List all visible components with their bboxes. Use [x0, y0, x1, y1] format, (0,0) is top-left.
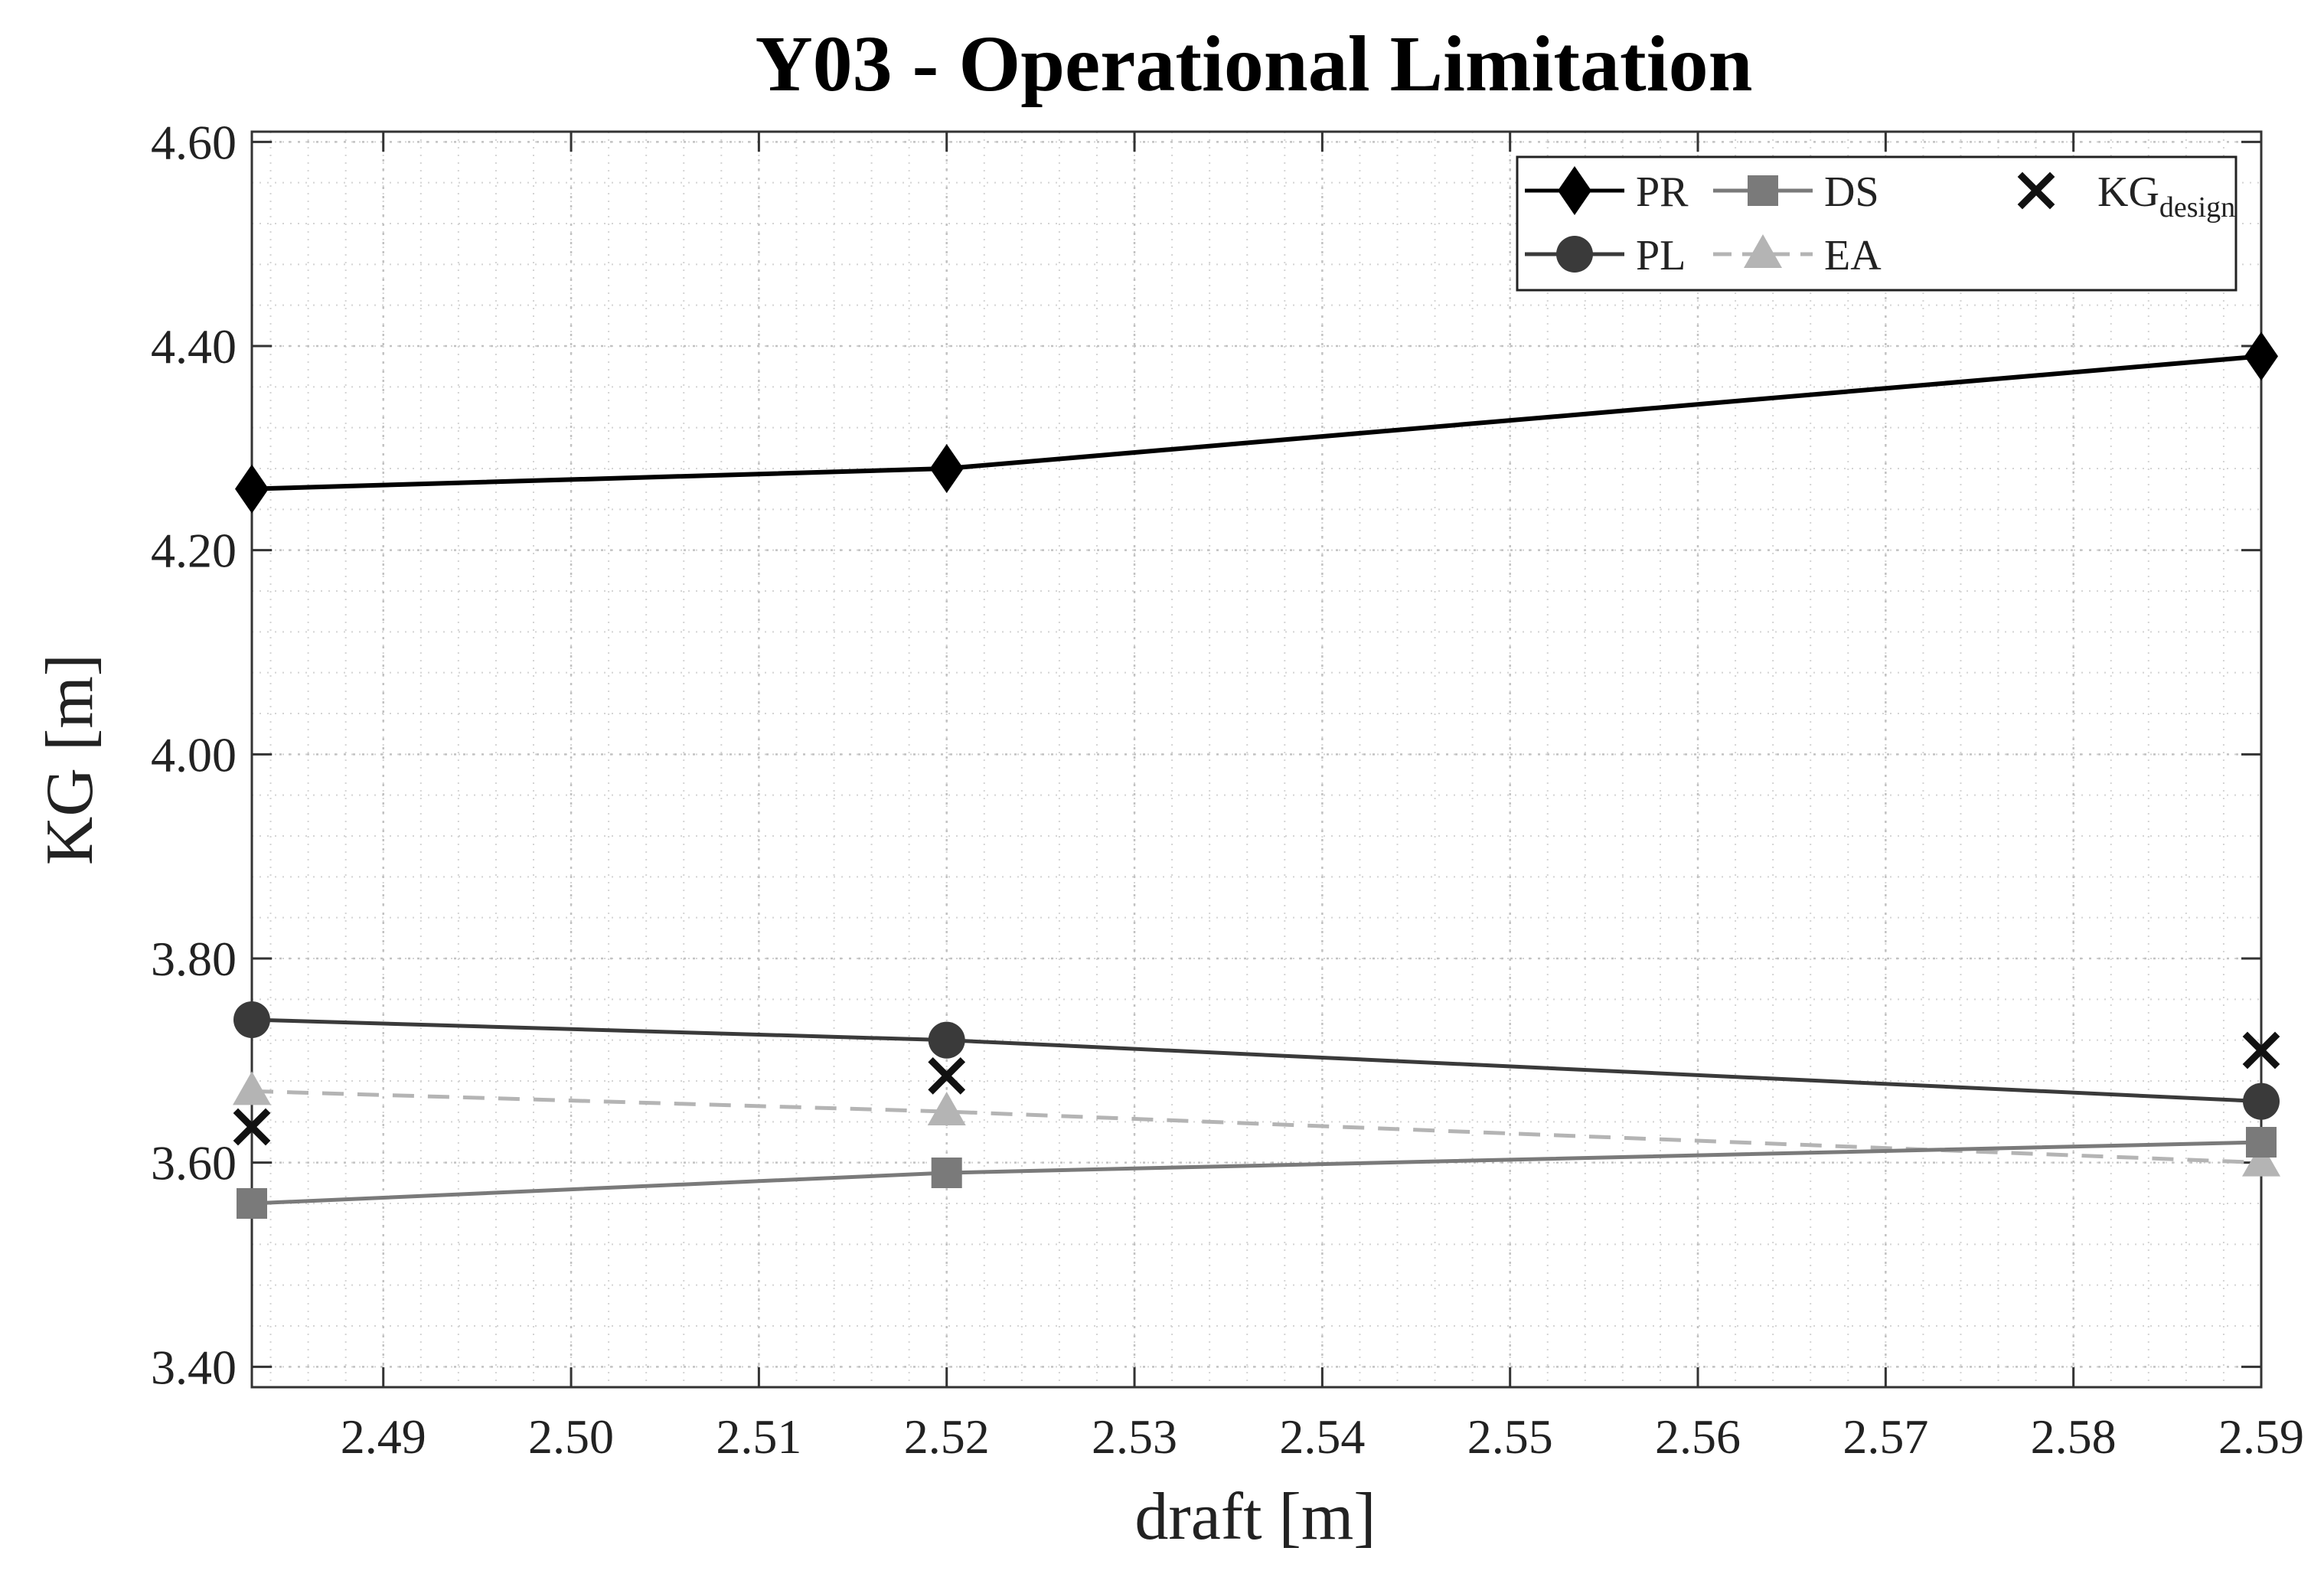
legend-label: EA [1824, 232, 1882, 279]
y-tick-label: 4.40 [151, 319, 237, 374]
legend-label: DS [1824, 168, 1879, 216]
series-layer [233, 331, 2280, 1219]
legend-marker [1558, 166, 1591, 215]
x-axis-ticks: 2.49 2.50 2.51 2.52 2.53 2.54 2.55 2.56 2.57 2.58… [341, 132, 2304, 1464]
series-ea [233, 1071, 2280, 1177]
data-point-kg [2242, 1031, 2280, 1069]
x-tick-label: 2.56 [1655, 1409, 1741, 1464]
data-point-pl [2243, 1082, 2280, 1120]
x-tick-label: 2.57 [1843, 1409, 1928, 1464]
x-tick-label: 2.59 [2218, 1409, 2304, 1464]
data-point-pr [929, 444, 964, 493]
y-axis-ticks: 3.40 3.60 3.80 4.00 4.20 4.40 4.60 [151, 115, 2261, 1394]
data-point-pl [233, 1001, 270, 1038]
x-tick-label: 2.58 [2031, 1409, 2117, 1464]
legend-label: PR [1636, 168, 1689, 216]
legend-item-ea: EA [1713, 232, 1882, 279]
legend-marker [1744, 234, 1782, 268]
y-tick-label: 4.00 [151, 727, 237, 782]
series-pr [235, 331, 2278, 514]
y-tick-label: 4.20 [151, 524, 237, 578]
series-kg [233, 1031, 2280, 1146]
legend-marker [2017, 171, 2055, 210]
data-point-pr [235, 464, 269, 514]
series-line-ea [251, 1089, 2262, 1165]
y-tick-label: 3.40 [151, 1340, 237, 1394]
series-ds [237, 1127, 2277, 1219]
data-point-ea [927, 1092, 966, 1125]
x-axis-label: draft [m] [1134, 1480, 1376, 1554]
x-tick-label: 2.51 [716, 1409, 801, 1464]
legend-item-pl: PL [1525, 232, 1686, 279]
x-tick-label: 2.55 [1467, 1409, 1553, 1464]
data-point-ea [2242, 1142, 2280, 1177]
data-point-pl [928, 1021, 965, 1059]
data-point-ds [2246, 1127, 2277, 1158]
x-tick-label: 2.52 [904, 1409, 990, 1464]
y-tick-label: 3.60 [151, 1136, 237, 1190]
x-tick-label: 2.49 [341, 1409, 426, 1464]
data-point-pr [2244, 331, 2278, 381]
chart-title: Y03 - Operational Limitation [756, 20, 1753, 108]
data-point-ds [931, 1158, 962, 1188]
data-point-ds [237, 1188, 267, 1219]
legend-item-pr: PR [1525, 166, 1689, 216]
plot-frame [250, 130, 2263, 1389]
legend-item-ds: DS [1713, 168, 1879, 216]
data-point-ea [233, 1071, 271, 1105]
data-point-kg [928, 1056, 966, 1095]
y-tick-label: 4.60 [151, 115, 237, 169]
legend-label: PL [1636, 232, 1686, 279]
x-tick-label: 2.54 [1279, 1409, 1365, 1464]
legend-box [1516, 155, 2238, 292]
y-tick-label: 3.80 [151, 932, 237, 986]
series-pl [233, 1001, 2280, 1120]
x-tick-label: 2.50 [528, 1409, 614, 1464]
data-point-kg [233, 1108, 271, 1146]
y-axis-label: KG [m] [33, 654, 107, 865]
legend-marker [1556, 236, 1593, 273]
x-tick-label: 2.53 [1092, 1409, 1177, 1464]
legend-label-subscript: design [2159, 191, 2235, 224]
legend-marker [1748, 175, 1778, 206]
minor-grid [252, 132, 2262, 1387]
